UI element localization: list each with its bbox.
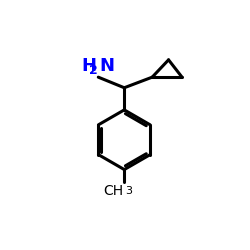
Text: CH: CH — [103, 184, 123, 198]
Text: H: H — [82, 57, 97, 75]
Text: 3: 3 — [125, 186, 132, 196]
Text: 2: 2 — [89, 64, 98, 77]
Text: N: N — [100, 57, 115, 75]
